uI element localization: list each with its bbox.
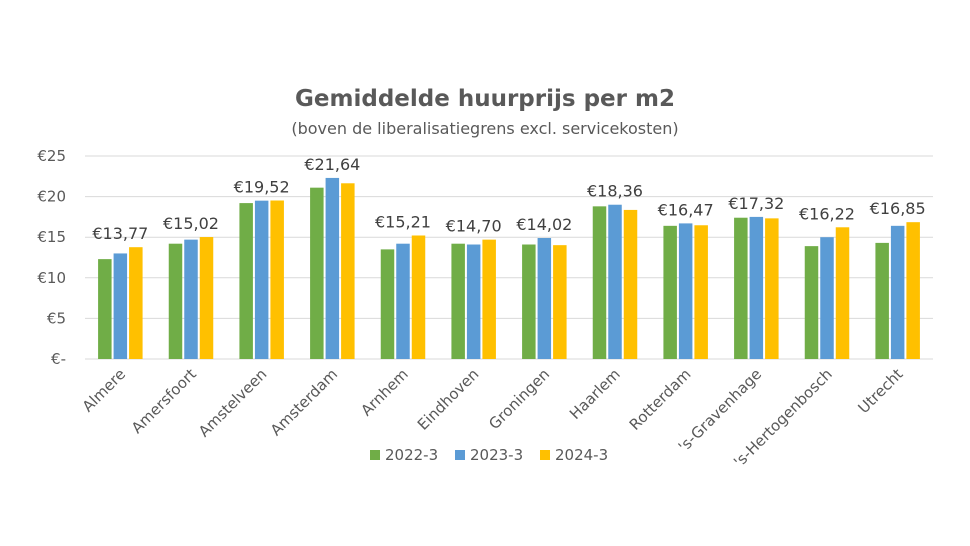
x-tick-label: Amersfoort [128,365,200,437]
bar-2024-3-Eindhoven [482,239,496,359]
data-label: €15,02 [163,214,219,233]
bar-2022-3-Amersfoort [168,243,183,359]
bar-2023-3-Arnhem [396,243,410,359]
legend-swatch-2024-3 [540,450,550,460]
x-tick-label: Groningen [485,365,553,433]
y-tick-label: €15 [37,228,66,246]
y-tick-label: €5 [47,309,66,327]
bar-2024-3-Amstelveen [270,200,284,359]
bar-2024-3-Almere [129,247,143,359]
chart-subtitle: (boven de liberalisatiegrens excl. servi… [291,119,678,138]
bar-2024-3-Groningen [553,245,567,359]
bar-2022-3-Utrecht [875,242,889,359]
bar-2022-3-Rotterdam [663,225,677,359]
bar-2022-3-Groningen [522,244,536,359]
bar-2022-3-Haarlem [592,206,607,359]
bar-2024-3-Arnhem [411,235,426,359]
legend-label: 2024-3 [555,446,608,464]
bar-2022-3-'s-Gravenhage [734,217,748,359]
data-labels: €13,77 €15,02 €19,52 €21,64 €15,21 €14,70 €14,… [92,155,925,243]
bar-2023-3-Amersfoort [184,239,198,359]
data-label: €17,32 [728,194,784,213]
x-tick-label: Rotterdam [626,365,695,434]
x-tick-label: Utrecht [854,365,906,417]
data-label: €21,64 [304,155,360,174]
y-tick-label: €- [51,350,66,368]
bar-2022-3-'s-Hertogenbosch [804,246,819,359]
bar-2022-3-Arnhem [380,249,395,359]
data-label: €14,70 [446,217,502,236]
bar-2023-3-'s-Gravenhage [749,216,764,359]
bar-2022-3-Eindhoven [451,243,465,359]
gridlines [85,155,933,360]
data-label: €13,77 [92,224,148,243]
y-axis-ticks: €- €5 €10 €15 €20 €25 [37,147,66,368]
bar-2022-3-Amstelveen [239,203,253,359]
bar-2024-3-Utrecht [906,222,920,359]
x-tick-label: Amstelveen [195,365,271,441]
x-tick-label: Amsterdam [267,365,341,439]
legend-swatch-2023-3 [455,450,465,460]
bar-2023-3-Almere [113,253,128,359]
y-tick-label: €10 [37,269,66,287]
bar-2023-3-'s-Hertogenbosch [820,237,834,359]
data-label: €16,47 [658,200,714,219]
bar-2023-3-Groningen [537,238,552,359]
data-label: €19,52 [234,177,290,196]
x-tick-label: Arnhem [357,365,411,419]
data-label: €16,22 [799,204,855,223]
bar-2023-3-Rotterdam [678,223,693,359]
data-label: €14,02 [516,215,572,234]
x-tick-label: Eindhoven [414,365,483,434]
legend-label: 2023-3 [470,446,523,464]
bar-2022-3-Almere [98,259,112,359]
y-tick-label: €20 [37,188,66,206]
bar-2023-3-Amstelveen [254,200,269,359]
bar-2024-3-Amsterdam [341,183,355,359]
bar-2024-3-'s-Gravenhage [765,218,779,359]
bar-2023-3-Amsterdam [325,177,340,359]
legend: 2022-3 2023-3 2024-3 [370,446,608,464]
legend-swatch-2022-3 [370,450,380,460]
y-tick-label: €25 [37,147,66,165]
x-tick-label: Almere [79,365,129,415]
chart-title: Gemiddelde huurprijs per m2 [295,86,675,112]
bar-2024-3-'s-Hertogenbosch [835,227,850,359]
bar-2023-3-Utrecht [890,225,905,359]
bar-2024-3-Rotterdam [694,225,708,359]
bar-2022-3-Amsterdam [310,187,324,359]
bar-2023-3-Eindhoven [466,244,481,359]
data-label: €18,36 [587,182,643,201]
bar-2024-3-Haarlem [623,209,638,359]
legend-label: 2022-3 [385,446,438,464]
data-label: €15,21 [375,212,431,231]
data-label: €16,85 [870,199,926,218]
bar-2023-3-Haarlem [608,204,622,359]
x-tick-label: Haarlem [566,365,624,423]
bars [98,177,920,359]
bar-2024-3-Amersfoort [199,237,214,359]
